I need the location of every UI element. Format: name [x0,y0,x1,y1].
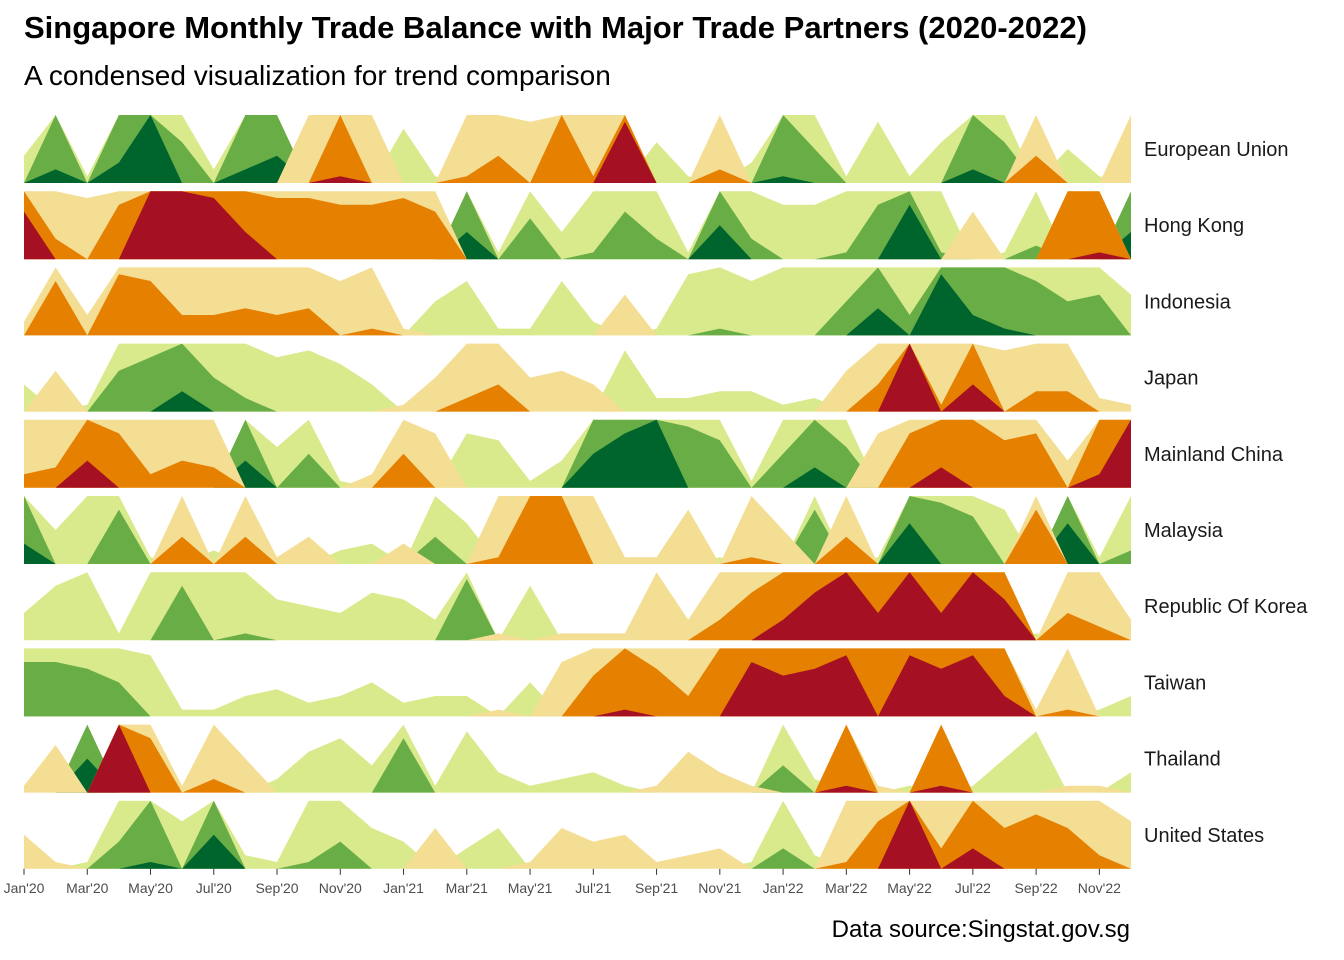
row-label-united-states: United States [1144,825,1264,847]
chart-title: Singapore Monthly Trade Balance with Maj… [24,10,1087,45]
band-mainland-china-positive-3 [24,419,1131,488]
band-japan-negative-3 [24,343,1131,412]
row-label-taiwan: Taiwan [1144,672,1206,694]
row-european-union: European Union [24,115,1289,183]
row-label-indonesia: Indonesia [1144,291,1232,313]
x-tick-label-nov-21: Nov'21 [698,880,741,896]
band-mainland-china-positive-2 [24,419,1131,488]
row-taiwan: Taiwan [24,648,1206,717]
x-tick-label-jan-20: Jan'20 [4,880,45,896]
chart-subtitle: A condensed visualization for trend comp… [24,60,611,91]
band-european-union-positive-3 [24,115,1131,183]
band-malaysia-positive-3 [24,523,1131,564]
row-label-european-union: European Union [1144,139,1289,161]
band-japan-positive-2 [24,343,1131,412]
band-united-states-negative-3 [24,800,1131,869]
row-label-republic-of-korea: Republic Of Korea [1144,596,1308,618]
x-tick-label-may-20: May'20 [128,880,173,896]
x-tick-label-mar-22: Mar'22 [825,880,868,896]
band-taiwan-positive-2 [24,662,1131,717]
row-united-states: United States [24,800,1264,869]
band-indonesia-negative-2 [24,274,1131,336]
row-label-mainland-china: Mainland China [1144,444,1284,466]
x-tick-label-jul-20: Jul'20 [196,880,232,896]
band-republic-of-korea-negative-3 [24,572,1131,641]
chart-caption: Data source:Singstat.gov.sg [831,916,1130,943]
x-tick-label-mar-20: Mar'20 [66,880,109,896]
band-thailand-negative-2 [24,724,1131,793]
band-hong-kong-positive-2 [24,191,1131,260]
row-thailand: Thailand [24,724,1221,793]
horizon-rows: European Union Hong Kong Indonesia Japan Mai… [24,115,1308,869]
x-tick-label-nov-22: Nov'22 [1078,880,1121,896]
band-taiwan-negative-3 [24,655,1131,717]
row-label-hong-kong: Hong Kong [1144,215,1244,237]
band-malaysia-negative-2 [24,496,1131,564]
x-tick-label-mar-21: Mar'21 [446,880,489,896]
x-tick-label-sep-22: Sep'22 [1015,880,1058,896]
x-tick-label-jul-22: Jul'22 [955,880,991,896]
band-hong-kong-positive-3 [24,204,1131,260]
band-united-states-positive-1 [24,800,1131,869]
row-label-japan: Japan [1144,368,1199,390]
band-japan-negative-1 [24,343,1131,412]
band-hong-kong-negative-3 [24,191,1131,260]
row-label-malaysia: Malaysia [1144,520,1224,542]
row-malaysia: Malaysia [24,496,1224,564]
x-tick-label-jul-21: Jul'21 [575,880,611,896]
row-japan: Japan [24,343,1199,412]
band-european-union-negative-2 [24,115,1131,183]
band-mainland-china-negative-2 [24,419,1131,488]
x-tick-label-jan-21: Jan'21 [383,880,424,896]
row-hong-kong: Hong Kong [24,191,1244,260]
band-thailand-positive-1 [24,724,1131,793]
x-tick-label-may-21: May'21 [508,880,553,896]
band-taiwan-positive-1 [24,648,1131,717]
row-mainland-china: Mainland China [24,419,1284,488]
band-united-states-positive-2 [24,800,1131,869]
x-tick-label-sep-20: Sep'20 [255,880,298,896]
x-tick-label-may-22: May'22 [887,880,932,896]
band-republic-of-korea-positive-1 [24,572,1131,641]
x-tick-label-sep-21: Sep'21 [635,880,678,896]
row-republic-of-korea: Republic Of Korea [24,572,1308,641]
band-hong-kong-negative-2 [24,191,1131,260]
band-united-states-negative-2 [24,800,1131,869]
row-indonesia: Indonesia [24,267,1232,336]
x-tick-label-nov-20: Nov'20 [319,880,362,896]
band-thailand-negative-3 [24,724,1131,793]
band-japan-positive-1 [24,343,1131,412]
x-tick-label-jan-22: Jan'22 [763,880,804,896]
band-indonesia-positive-2 [24,267,1131,336]
x-axis: Jan'20 Mar'20 May'20 Jul'20 Sep'20 Nov'20 Jan'… [4,868,1121,896]
row-label-thailand: Thailand [1144,749,1221,771]
